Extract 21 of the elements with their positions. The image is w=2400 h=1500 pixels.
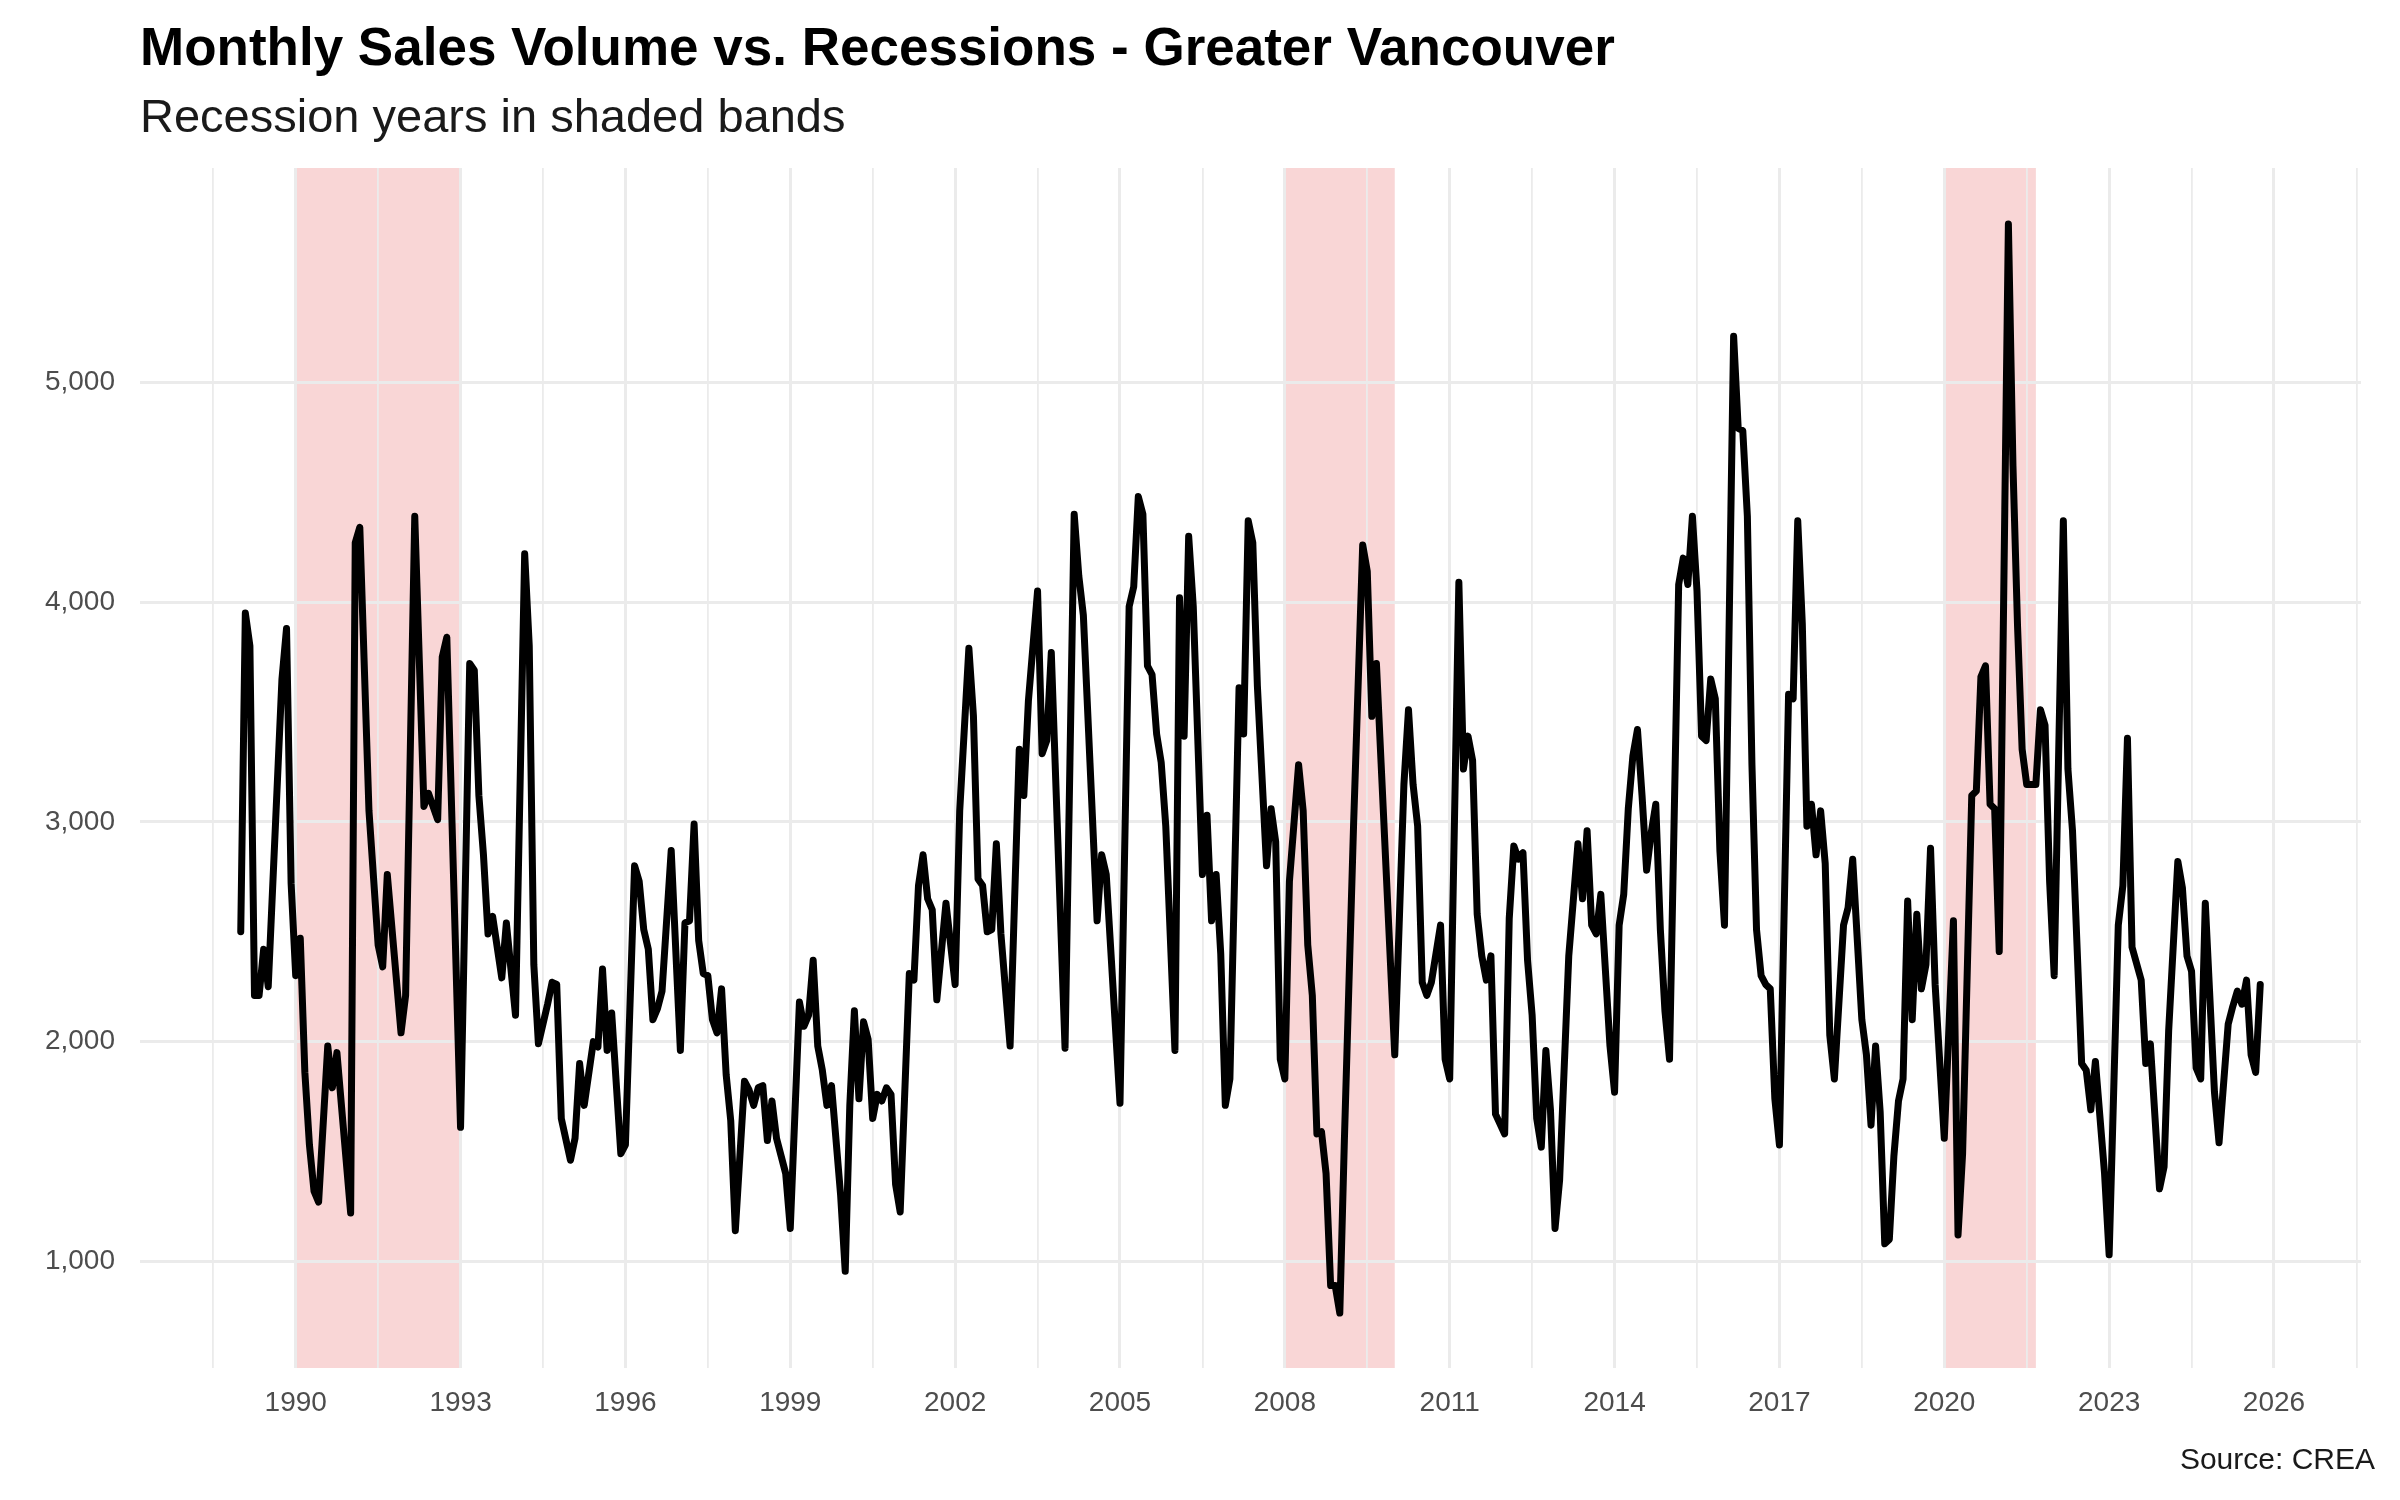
- y-tick-label: 3,000: [44, 804, 115, 836]
- y-tick-label: 5,000: [44, 365, 115, 396]
- x-tick-label: 2008: [1253, 1385, 1316, 1417]
- chart-subtitle: Recession years in shaded bands: [140, 89, 846, 142]
- x-tick-label: 2011: [1419, 1385, 1480, 1417]
- x-tick-label: 2005: [1088, 1385, 1152, 1417]
- x-tick-label: 2023: [2077, 1385, 2141, 1417]
- x-tick-label: 1996: [594, 1385, 657, 1417]
- source-note: Source: CREA: [2179, 1442, 2375, 1475]
- x-tick-label: 1990: [264, 1385, 327, 1417]
- y-tick-label: 2,000: [44, 1024, 115, 1056]
- chart-title: Monthly Sales Volume vs. Recessions - Greater Vancouver: [140, 17, 1615, 76]
- x-tick-label: 1999: [759, 1385, 822, 1417]
- x-tick-label: 2017: [1748, 1385, 1811, 1417]
- x-tick-label: 1993: [429, 1385, 492, 1417]
- x-tick-label: 2020: [1913, 1385, 1976, 1417]
- y-tick-label: 1,000: [44, 1244, 115, 1276]
- x-tick-label: 2026: [2242, 1385, 2306, 1417]
- y-tick-label: 4,000: [44, 584, 115, 616]
- x-tick-label: 2002: [923, 1385, 987, 1417]
- x-tick-label: 2014: [1583, 1385, 1646, 1417]
